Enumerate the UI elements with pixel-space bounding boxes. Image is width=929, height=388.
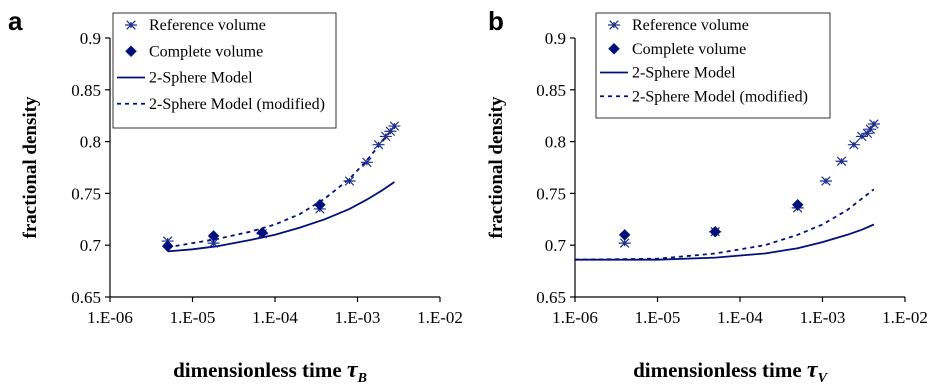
chart-panel-a: a 0.65 0.7 0.75 0.8 0.85 0.9 1.E-06 1.E-05 1.E-04… <box>8 6 463 386</box>
y-tick-label: 0.8 <box>545 133 566 152</box>
x-tick-label: 1.E-06 <box>87 308 133 327</box>
legend-entry: Reference volume <box>632 17 749 34</box>
data-point-complete <box>618 228 631 241</box>
data-point-reference <box>855 131 868 142</box>
x-axis-label-symbol: τ <box>347 357 359 383</box>
y-tick-label: 0.85 <box>71 81 101 100</box>
data-point-reference <box>867 119 880 129</box>
y-tick-label: 0.65 <box>536 288 566 307</box>
legend-entry: 2-Sphere Model (modified) <box>149 96 325 113</box>
legend-entry: Reference volume <box>149 17 266 34</box>
data-point-reference <box>379 131 392 142</box>
legend-swatch-complete <box>608 42 620 55</box>
y-tick-label: 0.9 <box>545 29 566 48</box>
data-point-reference <box>618 238 631 248</box>
y-tick-label: 0.7 <box>545 236 567 255</box>
data-point-reference <box>861 128 874 139</box>
x-axis-label-subscript: V <box>818 371 829 386</box>
data-point-reference <box>847 139 860 150</box>
panel-label: b <box>488 6 504 36</box>
x-tick-label: 1.E-02 <box>882 308 928 327</box>
panel-label: a <box>8 6 23 36</box>
y-tick-label: 0.65 <box>71 288 101 307</box>
data-point-reference <box>835 156 848 167</box>
x-tick-label: 1.E-04 <box>252 308 298 327</box>
x-tick-label: 1.E-05 <box>635 308 681 327</box>
data-point-reference <box>819 176 832 186</box>
y-tick-label: 0.8 <box>80 133 101 152</box>
legend-box <box>595 12 831 119</box>
data-point-reference <box>384 126 397 136</box>
legend-entry: 2-Sphere Model <box>632 65 736 82</box>
x-tick-label: 1.E-03 <box>800 308 846 327</box>
legend-swatch-reference <box>125 20 137 30</box>
x-axis-label: dimensionless time τB <box>173 357 367 386</box>
data-point-complete <box>314 198 326 211</box>
x-axis-label-text: dimensionless time <box>173 358 347 382</box>
legend-swatch-complete <box>125 45 137 58</box>
legend-entry: 2-Sphere Model <box>149 70 253 87</box>
data-point-complete <box>161 240 174 253</box>
data-point-complete <box>207 230 220 242</box>
data-point-complete <box>709 225 722 238</box>
y-tick-label: 0.75 <box>536 184 566 203</box>
data-point-reference <box>343 176 356 186</box>
series-line-model-modified <box>167 125 396 249</box>
x-tick-label: 1.E-03 <box>335 308 381 327</box>
x-tick-label: 1.E-06 <box>552 308 598 327</box>
data-point-reference <box>388 121 401 131</box>
y-axis-label: fractional density <box>486 96 507 238</box>
x-axis-label-text: dimensionless time <box>633 358 807 382</box>
data-point-complete <box>791 198 804 211</box>
y-tick-label: 0.75 <box>71 184 101 203</box>
x-axis-label-symbol: τ <box>807 357 819 383</box>
legend-entry: Complete volume <box>632 41 746 58</box>
y-tick-label: 0.7 <box>80 236 102 255</box>
x-axis-label-subscript: B <box>357 371 367 386</box>
y-tick-label: 0.85 <box>536 81 566 100</box>
series-line-model-modified <box>574 188 875 261</box>
data-point-reference <box>207 238 220 248</box>
legend-entry: 2-Sphere Model (modified) <box>632 88 808 105</box>
legend-entry: Complete volume <box>149 43 263 60</box>
x-tick-label: 1.E-04 <box>717 308 763 327</box>
data-point-reference <box>372 139 385 150</box>
series-line-model <box>575 223 875 261</box>
y-tick-label: 0.9 <box>80 29 101 48</box>
legend-box <box>112 12 337 129</box>
x-axis-label: dimensionless time τV <box>633 357 829 386</box>
legend: Reference volume Complete volume 2-Sphere … <box>112 12 337 129</box>
data-point-reference <box>864 124 877 134</box>
data-point-complete <box>256 226 269 239</box>
x-tick-label: 1.E-02 <box>417 308 463 327</box>
x-tick-label: 1.E-05 <box>170 308 216 327</box>
data-point-reference <box>360 157 373 168</box>
legend: Reference volume Complete volume 2-Sphere … <box>595 12 831 119</box>
legend-swatch-reference <box>608 20 620 30</box>
y-axis-label: fractional density <box>20 96 41 238</box>
chart-panel-b: b 0.65 0.7 0.75 0.8 0.85 0.9 1.E-06 1.E-05 1.E-04… <box>486 6 928 386</box>
